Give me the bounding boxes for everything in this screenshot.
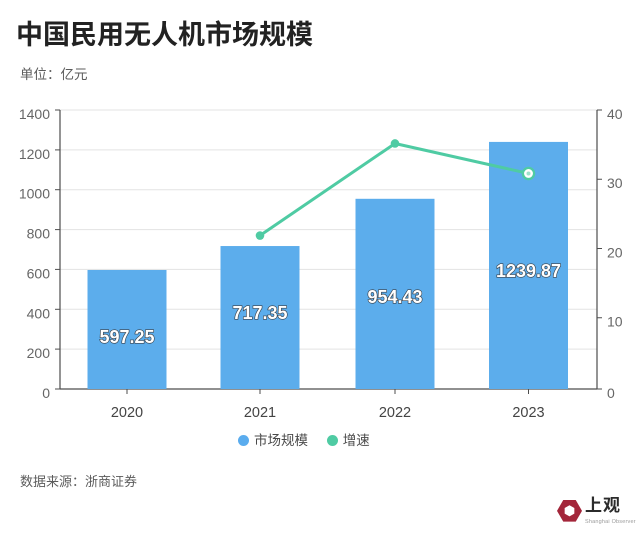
svg-text:2022: 2022 <box>379 405 411 421</box>
svg-text:1200: 1200 <box>19 146 50 162</box>
svg-text:20: 20 <box>607 245 623 261</box>
svg-text:200: 200 <box>27 345 51 361</box>
svg-text:717.35: 717.35 <box>232 303 287 323</box>
svg-text:597.25: 597.25 <box>99 327 154 347</box>
svg-text:1400: 1400 <box>19 106 50 122</box>
svg-text:0: 0 <box>607 385 615 401</box>
svg-text:0: 0 <box>42 385 50 401</box>
svg-text:30: 30 <box>607 175 623 191</box>
svg-text:10: 10 <box>607 314 623 330</box>
svg-text:954.43: 954.43 <box>367 287 422 307</box>
svg-text:2023: 2023 <box>512 405 544 421</box>
svg-text:600: 600 <box>27 265 51 281</box>
svg-text:800: 800 <box>27 226 51 242</box>
svg-text:2020: 2020 <box>111 405 143 421</box>
svg-text:2021: 2021 <box>244 405 276 421</box>
svg-text:40: 40 <box>607 106 623 122</box>
svg-text:1000: 1000 <box>19 186 50 202</box>
svg-text:400: 400 <box>27 305 51 321</box>
svg-text:1239.87: 1239.87 <box>496 261 561 281</box>
